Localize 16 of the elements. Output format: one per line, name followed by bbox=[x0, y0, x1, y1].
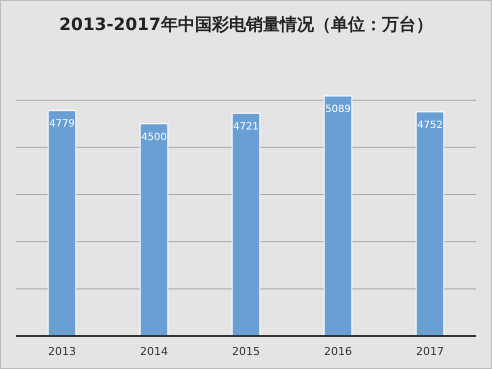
chart-title: 2013-2017年中国彩电销量情况（单位：万台） bbox=[59, 15, 433, 35]
x-tick-label: 2016 bbox=[324, 345, 352, 358]
x-tick-label: 2013 bbox=[48, 345, 76, 358]
bar bbox=[140, 123, 168, 336]
x-tick-label: 2015 bbox=[232, 345, 260, 358]
data-label: 5089 bbox=[325, 104, 351, 115]
data-label: 4752 bbox=[417, 120, 443, 131]
bar bbox=[416, 111, 444, 336]
data-label: 4779 bbox=[49, 118, 75, 130]
bar bbox=[48, 110, 76, 336]
data-label: 4721 bbox=[233, 121, 259, 132]
bar bbox=[232, 112, 260, 336]
x-tick-label: 2017 bbox=[416, 345, 444, 358]
data-label: 4500 bbox=[141, 132, 167, 143]
x-tick-label: 2014 bbox=[140, 345, 168, 358]
bar bbox=[324, 96, 352, 336]
